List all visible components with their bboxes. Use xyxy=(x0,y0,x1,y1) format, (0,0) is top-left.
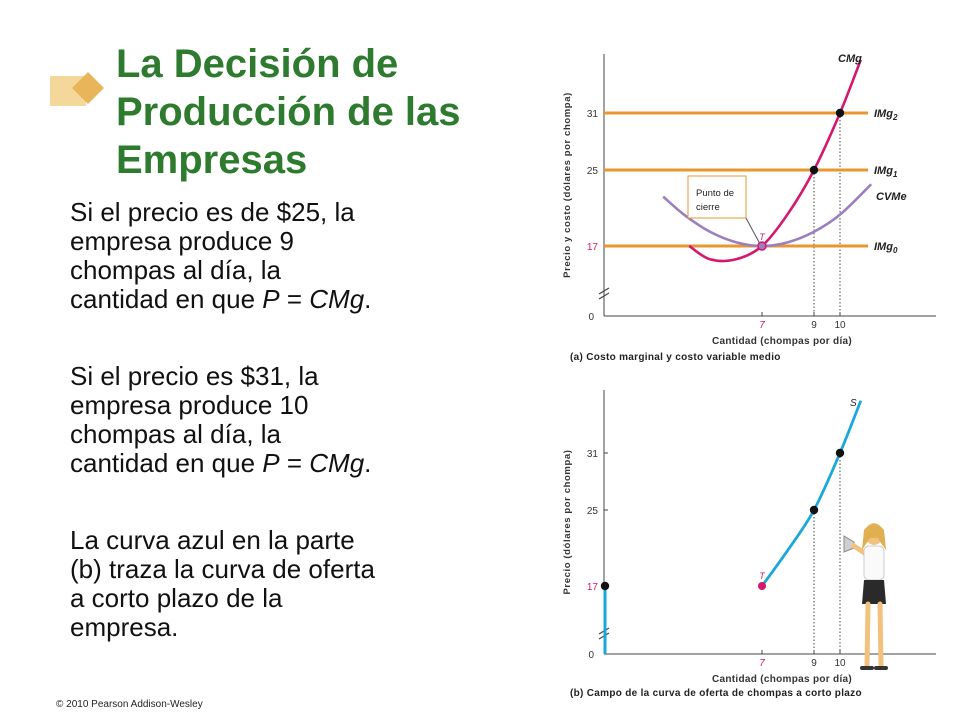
y-tick-label: 17 xyxy=(587,582,599,593)
mr-line-label: IMg1 xyxy=(874,165,898,179)
y-axis-label: Precio y costo (dólares por chompa) xyxy=(562,92,573,278)
avc-curve-label: CVMe xyxy=(876,191,907,203)
shutdown-point-label: T xyxy=(759,232,766,242)
mr-line-label: IMg2 xyxy=(874,108,898,122)
y-tick-label: 17 xyxy=(587,242,599,253)
italic-symbol: P xyxy=(262,284,280,314)
text-span: (b) traza la curva de oferta xyxy=(70,554,375,584)
text-line: La curva azul en la parte xyxy=(70,526,470,555)
x-tick-label: 7 xyxy=(759,658,765,669)
text-span: . xyxy=(364,284,372,314)
shutdown-point-label: T xyxy=(759,571,766,581)
text-span: = xyxy=(279,448,310,478)
text-span: = xyxy=(279,284,310,314)
text-line: empresa. xyxy=(70,613,470,642)
x-tick-label: 9 xyxy=(811,658,817,669)
shutdown-point xyxy=(757,241,767,251)
x-tick-label: 9 xyxy=(811,320,817,331)
paragraph-price-25: Si el precio es de $25, la empresa produ… xyxy=(70,198,470,314)
y-tick-label: 25 xyxy=(587,166,599,177)
chart-marginal-cost: 0 7 9 10 17 25 31 Precio y costo (dólares por c… xyxy=(562,53,936,363)
hair-shape xyxy=(862,524,886,550)
x-tick-label: 10 xyxy=(834,320,846,331)
text-span: Si el precio es de $25, la xyxy=(70,197,355,227)
text-line: chompas al día, la xyxy=(70,256,470,285)
text-span: a corto plazo de la xyxy=(70,583,283,613)
shutdown-annotation-line: cierre xyxy=(696,202,720,213)
title-line: Producción de las xyxy=(116,90,461,134)
shutdown-annotation-line: Punto de xyxy=(696,188,734,199)
text-line: empresa produce 10 xyxy=(70,391,470,420)
y-axis-break-mark xyxy=(598,287,610,300)
y-axis-label: Precio (dólares por chompa) xyxy=(562,449,573,594)
text-line: cantidad en que P = CMg. xyxy=(70,449,470,478)
copyright-notice: © 2010 Pearson Addison-Wesley xyxy=(56,699,203,710)
text-line: empresa produce 9 xyxy=(70,227,470,256)
text-span: . xyxy=(364,448,372,478)
x-tick-label: 7 xyxy=(759,320,765,331)
text-line: Si el precio es $31, la xyxy=(70,362,470,391)
chart-caption: (b) Campo de la curva de oferta de chomp… xyxy=(570,688,862,699)
text-line: cantidad en que P = CMg. xyxy=(70,285,470,314)
supply-point xyxy=(835,448,845,458)
text-line: chompas al día, la xyxy=(70,420,470,449)
italic-symbol: P xyxy=(262,448,280,478)
text-span: chompas al día, la xyxy=(70,255,282,285)
paragraph-price-31: Si el precio es $31, la empresa produce … xyxy=(70,362,470,478)
x-axis-label: Cantidad (chompas por día) xyxy=(712,674,852,685)
text-span: cantidad en que xyxy=(70,448,263,478)
supply-curve-label: S xyxy=(850,398,857,409)
mc-curve-label: CMg xyxy=(838,53,862,65)
text-span: chompas al día, la xyxy=(70,419,282,449)
text-span: empresa. xyxy=(70,612,179,642)
italic-symbol: CMg xyxy=(309,284,365,314)
text-span: empresa produce 9 xyxy=(70,226,295,256)
x-tick-label: 10 xyxy=(834,658,846,669)
legs-shape xyxy=(864,601,884,669)
origin-label: 0 xyxy=(588,312,594,323)
x-axis-label: Cantidad (chompas por día) xyxy=(712,336,852,347)
shutdown-annotation-box xyxy=(687,175,747,219)
equilibrium-point xyxy=(835,108,845,118)
text-span: cantidad en que xyxy=(70,284,263,314)
y-tick-label: 25 xyxy=(587,506,599,517)
text-line: a corto plazo de la xyxy=(70,584,470,613)
y-tick-label: 31 xyxy=(587,109,599,120)
chart-caption: (a) Costo marginal y costo variable medi… xyxy=(570,352,781,363)
title-line: Empresas xyxy=(116,138,308,182)
text-span: empresa produce 10 xyxy=(70,390,309,420)
decorative-diamond xyxy=(72,72,104,104)
text-line: Si el precio es de $25, la xyxy=(70,198,470,227)
slide-title: La Decisión de Producción de las Empresa… xyxy=(116,40,536,184)
skirt-shape xyxy=(862,580,886,604)
title-line: La Decisión de xyxy=(116,42,399,86)
annotation-leader-line xyxy=(745,217,761,245)
woman-megaphone-illustration xyxy=(843,523,888,670)
text-span: La curva azul en la parte xyxy=(70,525,355,555)
origin-label: 0 xyxy=(588,650,594,661)
italic-symbol: CMg xyxy=(309,448,365,478)
supply-point xyxy=(600,581,610,591)
shutdown-point xyxy=(758,582,766,590)
chart-supply-curve: 0 7 9 10 17 25 31 Precio (dólares por chompa) Ca… xyxy=(562,390,936,699)
y-tick-label: 31 xyxy=(587,449,599,460)
shirt-shape xyxy=(863,545,885,581)
text-span: Si el precio es $31, la xyxy=(70,361,319,391)
equilibrium-point xyxy=(809,165,819,175)
paragraph-supply-curve: La curva azul en la parte (b) traza la c… xyxy=(70,526,470,642)
mc-curve xyxy=(688,59,863,263)
mr-line-label: IMg0 xyxy=(874,241,898,255)
text-line: (b) traza la curva de oferta xyxy=(70,555,470,584)
decorative-bullet-shape xyxy=(50,72,104,106)
supply-point xyxy=(809,505,819,515)
